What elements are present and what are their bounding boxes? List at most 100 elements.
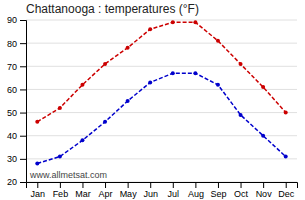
x-tick-mark bbox=[218, 182, 219, 188]
plot-area: Jan Feb Mar Apr May Jun Jul Aug Sep Oct Nov Dec 20 30… bbox=[7, 15, 298, 199]
y-tick-label: 50 bbox=[7, 108, 17, 118]
x-tick: Mar bbox=[75, 182, 91, 199]
series-marker bbox=[261, 134, 265, 138]
x-tick-label: Jun bbox=[143, 189, 158, 199]
series-marker bbox=[148, 27, 152, 31]
x-tick-label: Mar bbox=[75, 189, 91, 199]
x-tick: Dec bbox=[278, 182, 295, 199]
grid-line bbox=[26, 135, 297, 136]
series-marker bbox=[126, 46, 130, 50]
y-tick-mark bbox=[20, 43, 26, 44]
x-tick-mark bbox=[150, 182, 151, 188]
x-tick-mark bbox=[286, 182, 287, 188]
grid-line bbox=[26, 112, 297, 113]
x-tick-mark bbox=[173, 182, 174, 188]
series-marker bbox=[103, 120, 107, 124]
y-tick-mark bbox=[20, 113, 26, 114]
series-line bbox=[37, 22, 285, 122]
x-tick: Jun bbox=[143, 182, 158, 199]
x-tick-mark bbox=[60, 182, 61, 188]
series-line bbox=[37, 73, 285, 163]
x-axis: Jan Feb Mar Apr May Jun Jul Aug Sep Oct Nov Dec bbox=[27, 182, 298, 199]
x-tick-mark bbox=[195, 182, 196, 188]
x-tick-mark bbox=[241, 182, 242, 188]
x-tick-label: May bbox=[120, 189, 138, 199]
x-tick-label: Nov bbox=[256, 189, 273, 199]
x-tick-label: Aug bbox=[188, 189, 204, 199]
y-tick-mark bbox=[20, 159, 26, 160]
x-tick-mark bbox=[263, 182, 264, 188]
x-tick-label: Sep bbox=[210, 189, 226, 199]
series-marker bbox=[193, 20, 197, 24]
y-tick-mark bbox=[20, 66, 26, 67]
x-tick-label: Apr bbox=[99, 189, 113, 199]
y-tick-label: 30 bbox=[7, 154, 17, 164]
y-tick-label: 60 bbox=[7, 85, 17, 95]
x-tick-mark bbox=[105, 182, 106, 188]
series-group bbox=[35, 20, 287, 165]
series-marker bbox=[58, 155, 62, 159]
x-tick: Jul bbox=[168, 182, 180, 199]
x-tick: Oct bbox=[234, 182, 249, 199]
x-tick-mark bbox=[128, 182, 129, 188]
x-tick: Jan bbox=[31, 182, 46, 199]
grid-line bbox=[26, 43, 297, 44]
x-tick: Sep bbox=[210, 182, 226, 199]
y-tick: 80 bbox=[7, 39, 26, 49]
annotation: www.allmetsat.com bbox=[29, 170, 107, 180]
y-tick-label: 20 bbox=[7, 177, 17, 187]
grid bbox=[26, 20, 297, 182]
series-marker bbox=[216, 83, 220, 87]
y-tick: 60 bbox=[7, 85, 26, 95]
x-tick: Aug bbox=[188, 182, 204, 199]
y-tick: 90 bbox=[7, 15, 26, 25]
x-tick-label: Feb bbox=[53, 189, 69, 199]
series-marker bbox=[126, 99, 130, 103]
y-tick: 30 bbox=[7, 154, 26, 164]
series-marker bbox=[148, 80, 152, 84]
x-tick-label: Jan bbox=[31, 189, 46, 199]
x-tick-mark bbox=[82, 182, 83, 188]
y-tick: 20 bbox=[7, 177, 26, 187]
grid-line bbox=[26, 66, 297, 67]
y-tick-mark bbox=[20, 20, 26, 21]
grid-line bbox=[26, 89, 297, 90]
x-tick: Nov bbox=[256, 182, 273, 199]
series-marker bbox=[80, 83, 84, 87]
x-tick: Feb bbox=[53, 182, 69, 199]
y-tick-label: 40 bbox=[7, 131, 17, 141]
y-tick-label: 90 bbox=[7, 15, 17, 25]
series-marker bbox=[284, 111, 288, 115]
x-tick-label: Jul bbox=[168, 189, 180, 199]
chart: Jan Feb Mar Apr May Jun Jul Aug Sep Oct Nov Dec 20 30… bbox=[0, 0, 305, 200]
series-marker bbox=[58, 106, 62, 110]
series-marker bbox=[35, 161, 39, 165]
title: Chattanooga : temperatures (°F) bbox=[26, 2, 199, 16]
y-tick-label: 70 bbox=[7, 62, 17, 72]
x-tick: May bbox=[120, 182, 138, 199]
series-marker bbox=[239, 62, 243, 66]
series-marker bbox=[216, 39, 220, 43]
y-axis-line bbox=[20, 21, 27, 183]
series-marker bbox=[239, 113, 243, 117]
x-tick: Apr bbox=[99, 182, 113, 199]
y-tick: 70 bbox=[7, 62, 26, 72]
series-marker bbox=[171, 20, 175, 24]
y-tick-mark bbox=[20, 89, 26, 90]
y-tick-mark bbox=[20, 182, 26, 183]
series-marker bbox=[261, 85, 265, 89]
y-tick: 50 bbox=[7, 108, 26, 118]
y-axis: 20 30 40 50 60 70 80 90 bbox=[7, 15, 27, 187]
y-tick-label: 80 bbox=[7, 39, 17, 49]
x-tick-label: Dec bbox=[278, 189, 295, 199]
x-axis-line bbox=[27, 183, 298, 189]
series-marker bbox=[103, 62, 107, 66]
x-tick-mark bbox=[37, 182, 38, 188]
grid-line bbox=[26, 20, 297, 21]
x-tick-label: Oct bbox=[234, 189, 249, 199]
series-marker bbox=[80, 138, 84, 142]
y-tick-mark bbox=[20, 136, 26, 137]
series-marker bbox=[284, 155, 288, 159]
series-marker bbox=[35, 120, 39, 124]
series-marker bbox=[171, 71, 175, 75]
